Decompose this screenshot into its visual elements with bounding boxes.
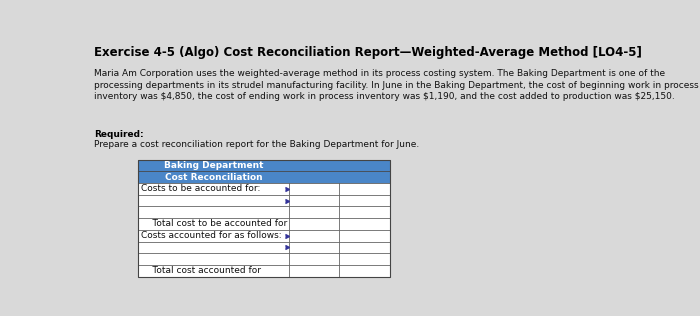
Bar — [138, 195, 289, 206]
Bar — [138, 218, 289, 230]
Bar — [289, 253, 340, 265]
Bar — [289, 183, 340, 195]
Bar — [340, 195, 390, 206]
Bar — [289, 218, 340, 230]
Bar — [289, 195, 340, 206]
Bar — [138, 160, 390, 171]
Bar — [138, 206, 289, 218]
Bar — [138, 230, 289, 241]
Bar — [340, 241, 390, 253]
Bar — [340, 206, 390, 218]
Text: Total cost accounted for: Total cost accounted for — [141, 266, 260, 275]
Bar — [340, 253, 390, 265]
Text: Cost Reconciliation: Cost Reconciliation — [164, 173, 262, 182]
Text: Costs to be accounted for:: Costs to be accounted for: — [141, 184, 260, 193]
Bar — [138, 241, 289, 253]
Text: Maria Am Corporation uses the weighted-average method in its process costing sys: Maria Am Corporation uses the weighted-a… — [94, 69, 699, 101]
Bar — [138, 171, 390, 183]
Text: Exercise 4-5 (Algo) Cost Reconciliation Report—Weighted-Average Method [LO4-5]: Exercise 4-5 (Algo) Cost Reconciliation … — [94, 46, 642, 59]
Bar — [340, 218, 390, 230]
Bar — [289, 206, 340, 218]
Text: Prepare a cost reconciliation report for the Baking Department for June.: Prepare a cost reconciliation report for… — [94, 140, 419, 149]
Text: Baking Department: Baking Department — [164, 161, 263, 170]
Bar — [138, 183, 289, 195]
Bar — [289, 265, 340, 276]
Bar — [289, 230, 340, 241]
Text: Required:: Required: — [94, 130, 144, 139]
Bar — [340, 230, 390, 241]
Text: Total cost to be accounted for: Total cost to be accounted for — [141, 219, 287, 228]
Bar — [340, 265, 390, 276]
Bar — [340, 183, 390, 195]
Text: Costs accounted for as follows:: Costs accounted for as follows: — [141, 231, 281, 240]
Bar — [138, 265, 289, 276]
Bar — [289, 241, 340, 253]
Bar — [138, 253, 289, 265]
